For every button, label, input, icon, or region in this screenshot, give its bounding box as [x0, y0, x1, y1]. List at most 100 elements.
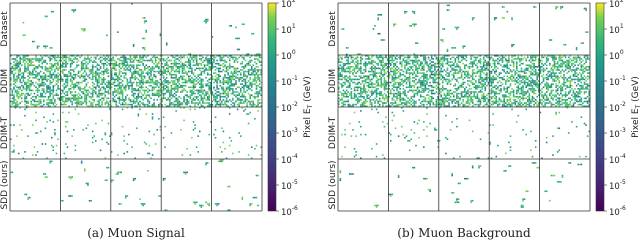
pixel [131, 90, 133, 92]
pixel [562, 6, 564, 8]
pixel [208, 69, 210, 71]
pixel [105, 134, 107, 136]
pixel [248, 88, 250, 90]
pixel [174, 80, 176, 82]
pixel [131, 66, 133, 68]
pixel [13, 124, 15, 126]
pixel [227, 91, 229, 93]
pixel [227, 79, 229, 81]
pixel [232, 66, 234, 68]
pixel [78, 87, 80, 89]
pixel [341, 66, 343, 68]
pixel [183, 172, 185, 174]
pixel [125, 99, 127, 101]
pixel [65, 101, 67, 103]
pixel [215, 90, 217, 92]
pixel [185, 71, 187, 73]
pixel [343, 85, 345, 87]
pixel [395, 71, 397, 73]
pixel [384, 85, 386, 87]
pixel [147, 80, 149, 82]
pixel [169, 90, 171, 92]
pixel [133, 44, 135, 46]
pixel [119, 172, 121, 174]
pixel [352, 57, 354, 59]
pixel [191, 90, 193, 92]
pixel [410, 25, 412, 27]
pixel [450, 66, 452, 68]
pixel [399, 72, 401, 74]
pixel [194, 93, 196, 95]
pixel [125, 66, 127, 68]
pixel [101, 93, 103, 95]
pixel [179, 68, 181, 70]
pixel [185, 85, 187, 87]
pixel [34, 101, 36, 103]
pixel [133, 61, 135, 63]
pixel [451, 68, 453, 70]
pixel [163, 178, 165, 180]
pixel [469, 68, 471, 70]
pixel [97, 63, 99, 65]
pixel [423, 58, 425, 60]
tick-base: 10 [281, 0, 292, 10]
pixel [381, 83, 383, 85]
pixel [105, 60, 107, 62]
pixel [478, 87, 480, 89]
pixel [106, 68, 108, 70]
pixel [207, 74, 209, 76]
pixel [163, 94, 165, 96]
pixel [231, 140, 233, 142]
pixel [131, 101, 133, 103]
pixel [251, 82, 253, 84]
pixel [13, 87, 15, 89]
pixel [208, 94, 210, 96]
pixel [202, 91, 204, 93]
pixel [164, 79, 166, 81]
pixel [384, 99, 386, 101]
pixel [89, 91, 91, 93]
pixel [240, 90, 242, 92]
pixel [141, 79, 143, 81]
pixel [117, 91, 119, 93]
pixel [431, 87, 433, 89]
pixel [196, 61, 198, 63]
pixel [472, 19, 474, 21]
pixel [208, 134, 210, 136]
pixel [360, 88, 362, 90]
pixel [499, 80, 501, 82]
pixel [26, 58, 28, 60]
pixel [27, 80, 29, 82]
pixel [480, 72, 482, 74]
pixel [445, 71, 447, 73]
pixel [234, 69, 236, 71]
pixel [357, 102, 359, 104]
pixel [219, 98, 221, 100]
pixel [139, 104, 141, 106]
pixel [197, 93, 199, 95]
pixel [190, 94, 192, 96]
pixel [215, 72, 217, 74]
pixel [78, 96, 80, 98]
pixel [128, 58, 130, 60]
pixel [16, 96, 18, 98]
pixel [226, 104, 228, 106]
pixel [202, 71, 204, 73]
pixel [360, 63, 362, 65]
pixel [152, 87, 154, 89]
pixel [254, 98, 256, 100]
pixel [13, 83, 15, 85]
pixel [56, 57, 58, 59]
pixel [442, 90, 444, 92]
pixel [444, 60, 446, 62]
pixel [158, 104, 160, 106]
colorbar-tick-label: 102 [281, 0, 296, 10]
pixel [81, 161, 83, 163]
pixel [223, 82, 225, 84]
pixel [64, 88, 66, 90]
pixel [420, 83, 422, 85]
pixel [254, 104, 256, 106]
pixel [392, 93, 394, 95]
pixel [395, 72, 397, 74]
pixel [201, 82, 203, 84]
